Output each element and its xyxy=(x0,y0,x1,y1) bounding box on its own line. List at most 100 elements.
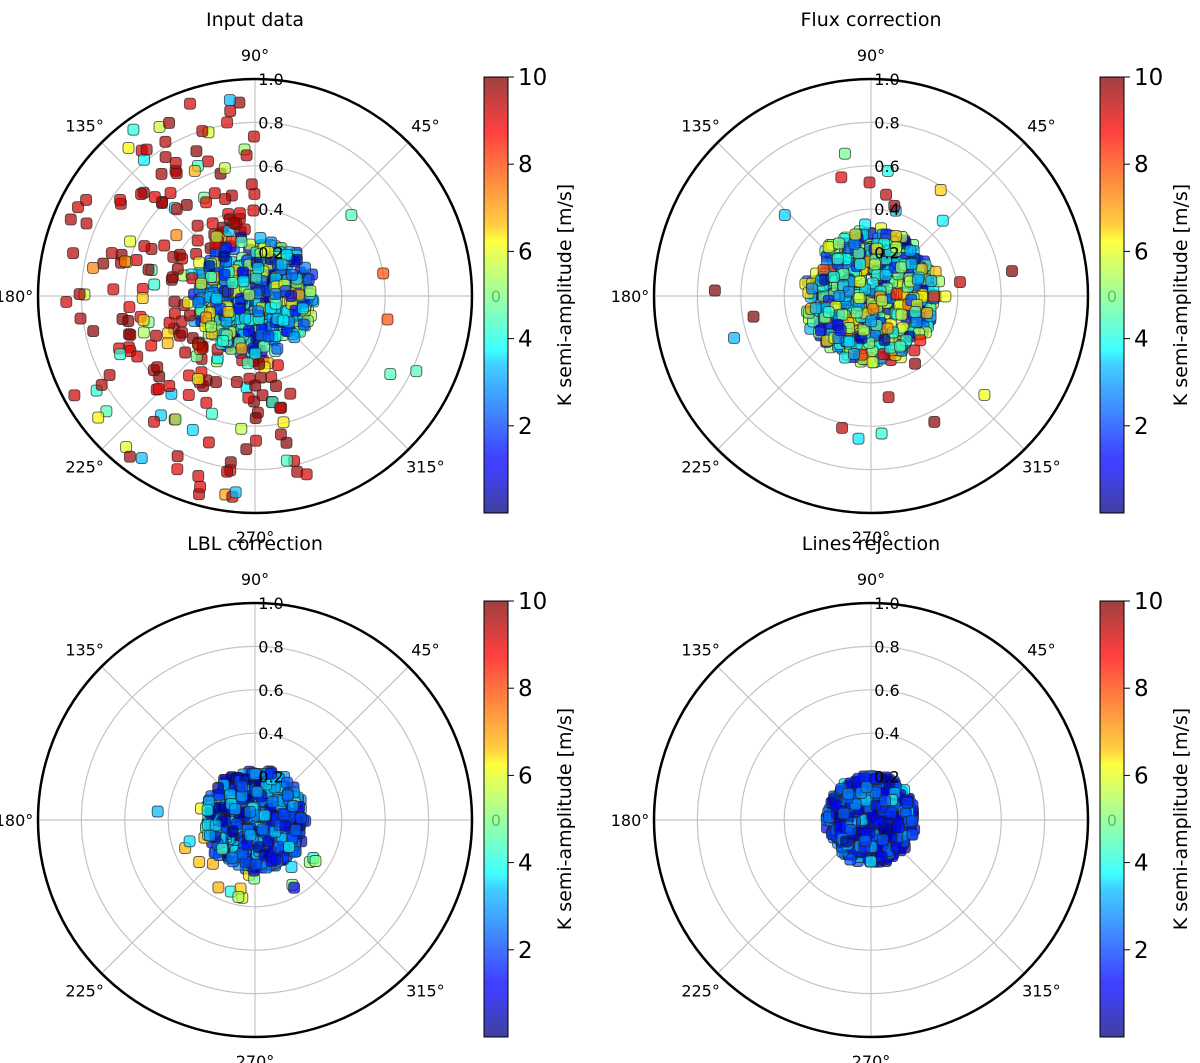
data-point xyxy=(850,306,863,319)
data-point xyxy=(280,454,293,467)
radial-tick-label: 0.6 xyxy=(874,157,899,176)
radial-tick-label: 0.6 xyxy=(874,681,899,700)
data-point xyxy=(169,413,182,426)
radial-tick-label: 0.2 xyxy=(258,768,283,787)
angle-tick-label: 45° xyxy=(1027,641,1055,660)
data-point xyxy=(192,296,205,309)
data-point xyxy=(124,235,137,248)
data-point xyxy=(882,391,895,404)
panel-lbl-correction: LBL correction 0.20.40.60.81.0 045°90°13… xyxy=(0,533,576,1063)
angle-tick-label: 90° xyxy=(241,570,269,589)
angle-tick-label: 90° xyxy=(857,570,885,589)
data-point xyxy=(183,835,196,848)
data-point xyxy=(262,330,275,343)
data-point xyxy=(245,178,258,191)
colorbar-ticks: 2 4 6 8 10 xyxy=(1124,65,1163,440)
data-point xyxy=(256,389,269,402)
data-point xyxy=(778,209,791,222)
colorbar-tick-label: 6 xyxy=(518,239,533,265)
data-point xyxy=(865,315,878,328)
scatter-points xyxy=(60,94,423,503)
data-point xyxy=(914,334,927,347)
data-point xyxy=(708,284,721,297)
colorbar-tick-label: 10 xyxy=(1134,65,1163,91)
radial-tick-label: 0.8 xyxy=(874,113,899,132)
angle-tick-label: 225° xyxy=(681,457,720,476)
data-point xyxy=(168,295,181,308)
angle-tick-label: 225° xyxy=(681,981,720,1000)
data-point xyxy=(905,258,918,270)
radial-tick-label: 0.2 xyxy=(258,244,283,263)
radial-tick-labels: 0.20.40.60.81.0 xyxy=(874,70,899,263)
data-point xyxy=(283,840,296,853)
data-point xyxy=(161,337,174,350)
colorbar-tick-label: 8 xyxy=(518,152,533,178)
data-point xyxy=(925,274,938,287)
data-point xyxy=(192,373,205,385)
data-point xyxy=(239,312,252,325)
data-point xyxy=(190,145,203,158)
polar-frame xyxy=(36,77,474,515)
data-point xyxy=(180,198,193,211)
data-point xyxy=(285,861,298,874)
data-point xyxy=(137,326,150,339)
data-point xyxy=(814,324,827,337)
data-point xyxy=(866,356,879,369)
radial-tick-label: 0.8 xyxy=(258,113,283,132)
data-point xyxy=(253,358,266,371)
data-point xyxy=(875,427,888,440)
data-point xyxy=(837,807,850,820)
data-point xyxy=(243,325,255,338)
data-point xyxy=(244,829,257,842)
radial-tick-label: 0.8 xyxy=(874,637,899,656)
data-point xyxy=(297,302,309,315)
colorbar-ticks: 2 4 6 8 10 xyxy=(1124,589,1163,964)
data-point xyxy=(164,187,177,200)
data-point xyxy=(895,261,908,274)
data-point xyxy=(908,344,921,357)
data-point xyxy=(135,188,148,201)
data-point xyxy=(269,288,282,301)
data-point xyxy=(381,313,394,326)
data-point xyxy=(905,815,918,827)
data-point xyxy=(183,309,196,322)
data-point xyxy=(265,855,278,867)
data-point xyxy=(921,307,934,319)
data-point xyxy=(252,262,265,275)
data-point xyxy=(135,452,148,465)
data-point xyxy=(148,415,160,428)
data-point xyxy=(857,324,870,337)
data-point xyxy=(232,890,245,903)
radial-tick-labels: 0.20.40.60.81.0 xyxy=(258,594,283,787)
colorbar-tick-label: 8 xyxy=(1134,676,1149,702)
data-point xyxy=(285,290,298,302)
panel-flux-correction: Flux correction 0.20.40.60.81.0 045°90°1… xyxy=(611,9,1192,547)
data-point xyxy=(254,231,267,244)
data-point xyxy=(827,271,840,283)
angle-tick-label: 270° xyxy=(236,1052,275,1063)
data-point xyxy=(266,795,279,808)
angle-tick-label: 90° xyxy=(241,46,269,65)
data-point xyxy=(247,130,260,143)
data-point xyxy=(256,823,269,836)
data-point xyxy=(148,191,161,204)
colorbar-gradient xyxy=(483,600,509,1038)
data-point xyxy=(168,307,181,320)
colorbar-label: K semi-amplitude [m/s] xyxy=(554,184,576,406)
data-point xyxy=(179,346,192,359)
data-point xyxy=(271,342,284,355)
colorbar-tick-label: 2 xyxy=(1134,938,1149,964)
data-point xyxy=(191,219,204,232)
data-point xyxy=(881,322,894,335)
data-point xyxy=(218,162,231,175)
angle-tick-label: 180° xyxy=(611,811,650,830)
data-point xyxy=(217,334,230,347)
data-point xyxy=(235,342,248,355)
colorbar-tick-label: 2 xyxy=(1134,414,1149,440)
data-point xyxy=(252,305,265,318)
data-point xyxy=(377,267,390,280)
colorbar-tick-label: 6 xyxy=(1134,239,1149,265)
data-point xyxy=(171,450,184,463)
data-point xyxy=(838,147,851,160)
colorbar-gradient xyxy=(1099,76,1125,514)
